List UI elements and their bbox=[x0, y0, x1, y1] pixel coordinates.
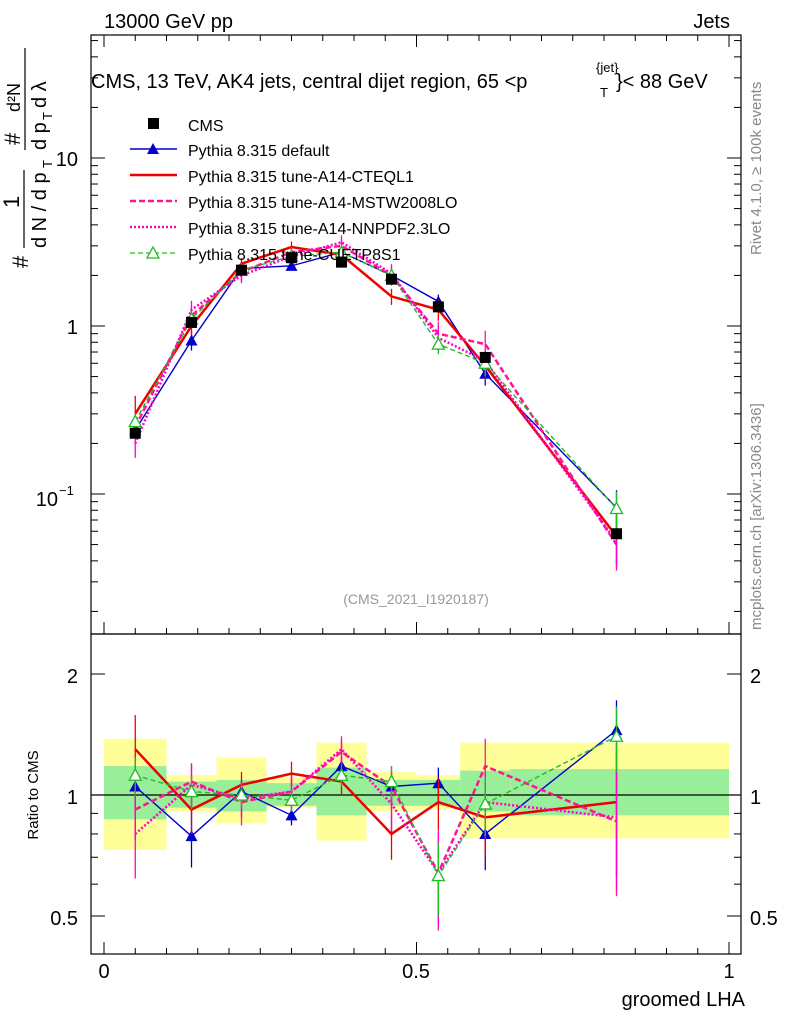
y-label-hash2: # bbox=[0, 132, 25, 145]
ratio-series-point bbox=[285, 809, 298, 821]
cms-data-point bbox=[129, 427, 141, 439]
ratio-series-point bbox=[384, 774, 399, 788]
main-series-point bbox=[128, 414, 143, 428]
svg-text:10: 10 bbox=[36, 489, 58, 511]
ratio-series-point bbox=[128, 767, 143, 781]
ratio-series-point bbox=[234, 787, 249, 801]
svg-text:−1: −1 bbox=[59, 483, 74, 498]
ratio-series-point bbox=[478, 796, 493, 810]
main-series-line bbox=[134, 251, 617, 509]
ratio-series-point bbox=[609, 728, 624, 742]
legend-entry-cteql1: Pythia 8.315 tune-A14-CTEQL1 bbox=[130, 169, 414, 186]
cms-data-point bbox=[611, 528, 622, 540]
ratio-y-axis-label: Ratio to CMS bbox=[25, 750, 42, 839]
ratio-y-tick-label: 2 bbox=[67, 666, 78, 688]
ratio-stat-uncertainty-band bbox=[510, 769, 729, 816]
cms-data-point bbox=[432, 301, 444, 313]
svg-text:Pythia 8.315 tune-A14-CTEQL1: Pythia 8.315 tune-A14-CTEQL1 bbox=[188, 169, 414, 186]
ratio-y-tick-label-right: 0.5 bbox=[750, 908, 778, 930]
x-tick-label: 0 bbox=[98, 961, 109, 983]
main-series-layer bbox=[128, 235, 624, 571]
y-label-dn: d N / d p bbox=[29, 172, 51, 248]
ratio-y-tick-label: 1 bbox=[67, 787, 78, 809]
title-sup: {jet} bbox=[596, 60, 619, 75]
ratio-series-layer bbox=[128, 700, 624, 931]
ratio-series-point bbox=[431, 868, 446, 882]
y-tick-label-exp: 10 −1 bbox=[36, 483, 74, 511]
legend-entry-default: Pythia 8.315 default bbox=[130, 143, 330, 160]
header-energy: 13000 GeV pp bbox=[104, 11, 233, 33]
rivet-version-text: Rivet 4.1.0, ≥ 100k events bbox=[748, 82, 765, 255]
axis-ticks bbox=[91, 35, 741, 954]
plot-title: CMS, 13 TeV, AK4 jets, central dijet reg… bbox=[91, 60, 708, 100]
main-series-line bbox=[134, 240, 618, 543]
y-label-dlambda: d λ bbox=[29, 81, 51, 108]
y-label-t2: T bbox=[40, 112, 55, 120]
x-axis-label: groomed LHA bbox=[622, 989, 746, 1011]
main-series-point bbox=[285, 259, 298, 271]
y-label-hash1: # bbox=[8, 255, 33, 268]
ratio-plot-frame bbox=[90, 633, 742, 955]
ratio-y-tick-label: 0.5 bbox=[50, 908, 78, 930]
main-series-point bbox=[431, 336, 446, 350]
legend-cms-marker bbox=[148, 118, 159, 129]
title-tail: }< 88 GeV bbox=[616, 71, 708, 93]
main-series-point bbox=[185, 334, 198, 346]
cms-data-point bbox=[186, 316, 197, 328]
svg-text:Pythia 8.315 tune-A14-MSTW2008: Pythia 8.315 tune-A14-MSTW2008LO bbox=[188, 195, 457, 212]
ratio-series-line bbox=[134, 750, 617, 876]
main-y-axis-label: # 1 d N / d p T # d²N d p T d λ bbox=[0, 48, 55, 268]
cms-data-point bbox=[386, 273, 397, 285]
title-main: CMS, 13 TeV, AK4 jets, central dijet reg… bbox=[91, 71, 527, 93]
legend-entry-cms: CMS bbox=[148, 118, 224, 135]
legend-entry-mstw: Pythia 8.315 tune-A14-MSTW2008LO bbox=[130, 195, 457, 212]
y-label-t1: T bbox=[40, 160, 55, 168]
legend-entry-cuetp: Pythia 8.315 tune-CUETP8S1 bbox=[130, 245, 401, 264]
cms-data-point bbox=[336, 256, 347, 268]
legend-cuetp-marker bbox=[145, 245, 161, 259]
legend: CMS Pythia 8.315 default Pythia 8.315 tu… bbox=[130, 118, 457, 264]
header-category: Jets bbox=[693, 11, 730, 33]
x-tick-label: 0.5 bbox=[402, 961, 430, 983]
ratio-series-line bbox=[134, 747, 617, 876]
cms-data-point bbox=[479, 351, 491, 363]
cms-data-point bbox=[236, 264, 247, 276]
main-series-line bbox=[134, 245, 618, 538]
ratio-series-line bbox=[135, 735, 617, 878]
y-tick-label: 10 bbox=[56, 149, 78, 171]
ratio-series-point bbox=[184, 784, 199, 798]
svg-text:Pythia 8.315 tune-A14-NNPDF2.3: Pythia 8.315 tune-A14-NNPDF2.3LO bbox=[188, 221, 450, 238]
main-series-line bbox=[134, 251, 618, 509]
y-label-dpt: d p bbox=[29, 122, 51, 150]
ratio-y-tick-label-right: 2 bbox=[750, 666, 761, 688]
ratio-series-point bbox=[185, 830, 198, 842]
legend-default-marker bbox=[147, 143, 159, 154]
y-label-d2n: d²N bbox=[4, 83, 24, 112]
cms-data-point bbox=[286, 252, 297, 264]
svg-text:Pythia 8.315 default: Pythia 8.315 default bbox=[188, 143, 330, 160]
title-sub: T bbox=[600, 85, 608, 100]
ratio-series-point bbox=[334, 767, 349, 781]
x-tick-label: 1 bbox=[723, 961, 734, 983]
y-tick-label: 1 bbox=[67, 317, 78, 339]
svg-text:Pythia 8.315 tune-CUETP8S1: Pythia 8.315 tune-CUETP8S1 bbox=[188, 247, 401, 264]
analysis-watermark: (CMS_2021_I1920187) bbox=[343, 591, 489, 607]
y-label-one: 1 bbox=[0, 196, 24, 208]
main-series-point bbox=[609, 501, 624, 515]
mcplots-text: mcplots.cern.ch [arXiv:1306.3436] bbox=[748, 403, 765, 630]
ratio-y-tick-label-right: 1 bbox=[750, 787, 761, 809]
main-series-line bbox=[134, 244, 618, 546]
ratio-series-point bbox=[284, 792, 299, 806]
legend-entry-nnpdf: Pythia 8.315 tune-A14-NNPDF2.3LO bbox=[130, 221, 450, 238]
svg-text:CMS: CMS bbox=[188, 118, 224, 135]
